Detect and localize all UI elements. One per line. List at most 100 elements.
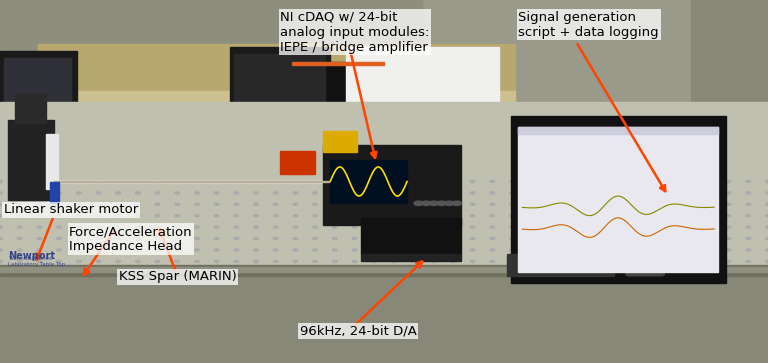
Bar: [518, 127, 718, 272]
Circle shape: [746, 237, 750, 240]
Circle shape: [529, 249, 534, 251]
Circle shape: [431, 203, 435, 205]
Circle shape: [273, 180, 278, 183]
Circle shape: [414, 201, 423, 205]
Circle shape: [766, 237, 768, 240]
Circle shape: [647, 192, 652, 194]
Circle shape: [687, 192, 691, 194]
Circle shape: [57, 203, 61, 205]
Circle shape: [746, 249, 750, 251]
Circle shape: [155, 237, 160, 240]
Circle shape: [490, 203, 495, 205]
Circle shape: [510, 192, 515, 194]
Circle shape: [667, 226, 672, 228]
Circle shape: [0, 180, 2, 183]
Circle shape: [667, 180, 672, 183]
Circle shape: [293, 180, 298, 183]
Circle shape: [194, 226, 199, 228]
Circle shape: [746, 226, 750, 228]
Circle shape: [608, 180, 613, 183]
Bar: [4, 58, 71, 131]
Circle shape: [273, 260, 278, 262]
Circle shape: [727, 226, 731, 228]
Circle shape: [57, 192, 61, 194]
Circle shape: [411, 260, 415, 262]
Circle shape: [452, 201, 462, 205]
Circle shape: [253, 249, 258, 251]
Circle shape: [57, 237, 61, 240]
Circle shape: [353, 260, 357, 262]
Text: Newport: Newport: [8, 251, 55, 261]
Circle shape: [372, 180, 376, 183]
Circle shape: [273, 237, 278, 240]
Circle shape: [194, 180, 199, 183]
Circle shape: [766, 226, 768, 228]
Circle shape: [470, 260, 475, 262]
Circle shape: [451, 180, 455, 183]
Circle shape: [707, 215, 711, 217]
Circle shape: [0, 192, 2, 194]
Circle shape: [707, 249, 711, 251]
Circle shape: [135, 237, 140, 240]
Circle shape: [135, 260, 140, 262]
Circle shape: [0, 226, 2, 228]
Circle shape: [510, 215, 515, 217]
Circle shape: [392, 226, 396, 228]
Circle shape: [253, 215, 258, 217]
Circle shape: [647, 215, 652, 217]
Circle shape: [18, 260, 22, 262]
Circle shape: [155, 192, 160, 194]
Circle shape: [293, 237, 298, 240]
Circle shape: [766, 260, 768, 262]
Circle shape: [372, 249, 376, 251]
Circle shape: [569, 226, 574, 228]
Circle shape: [569, 260, 574, 262]
Circle shape: [372, 237, 376, 240]
Circle shape: [490, 226, 495, 228]
Circle shape: [766, 203, 768, 205]
Circle shape: [0, 249, 2, 251]
Circle shape: [647, 226, 652, 228]
Bar: [46, 134, 58, 189]
Bar: [361, 254, 461, 261]
Bar: [0, 265, 768, 276]
Circle shape: [214, 237, 219, 240]
Circle shape: [608, 203, 613, 205]
Circle shape: [96, 215, 101, 217]
Bar: [50, 182, 59, 203]
Circle shape: [746, 215, 750, 217]
Circle shape: [135, 192, 140, 194]
Circle shape: [549, 237, 554, 240]
Circle shape: [392, 249, 396, 251]
Circle shape: [333, 237, 337, 240]
Circle shape: [194, 260, 199, 262]
Circle shape: [687, 260, 691, 262]
Circle shape: [57, 180, 61, 183]
Circle shape: [353, 237, 357, 240]
Circle shape: [549, 249, 554, 251]
Circle shape: [707, 260, 711, 262]
Bar: [0, 102, 768, 272]
Bar: [8, 120, 54, 200]
Circle shape: [510, 249, 515, 251]
Text: Signal generation
script + data logging: Signal generation script + data logging: [518, 11, 659, 39]
Circle shape: [727, 192, 731, 194]
Circle shape: [116, 260, 121, 262]
Bar: [361, 218, 461, 254]
Circle shape: [234, 192, 239, 194]
Circle shape: [608, 192, 613, 194]
Bar: [292, 62, 384, 65]
Circle shape: [707, 237, 711, 240]
Circle shape: [490, 260, 495, 262]
Circle shape: [392, 237, 396, 240]
Circle shape: [37, 180, 41, 183]
Circle shape: [175, 237, 180, 240]
Circle shape: [510, 260, 515, 262]
Circle shape: [707, 226, 711, 228]
Bar: [61, 113, 84, 156]
Circle shape: [353, 249, 357, 251]
Bar: [38, 44, 515, 160]
Circle shape: [96, 237, 101, 240]
Circle shape: [608, 249, 613, 251]
Circle shape: [372, 226, 376, 228]
